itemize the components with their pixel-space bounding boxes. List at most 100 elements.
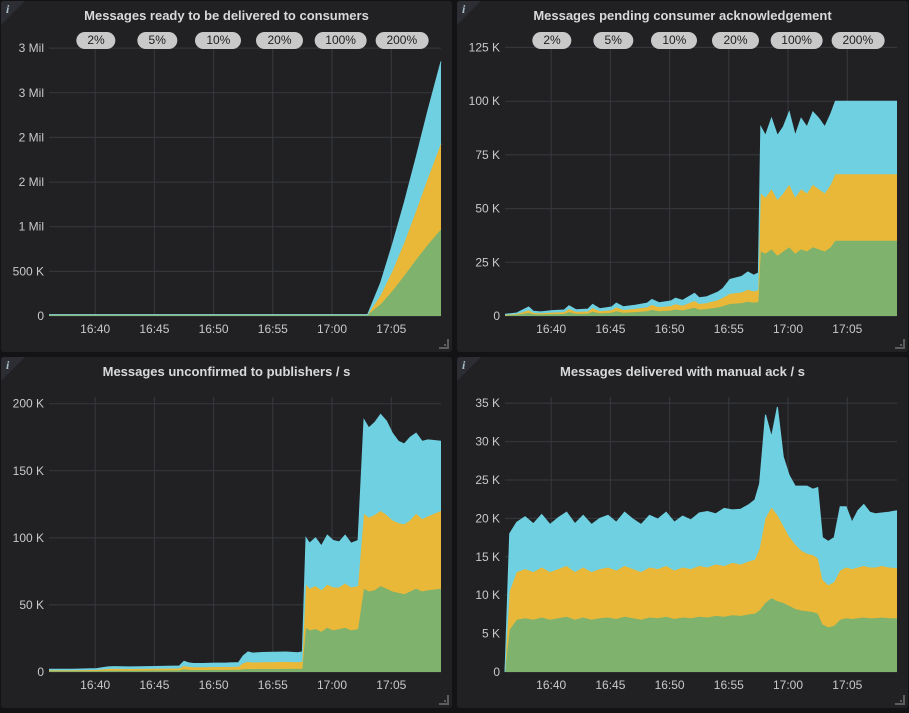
panel-messages-unconfirmed: 0 50 K 100 K 150 K 200 K 16:40 16:45 16:50 16:55… (1, 357, 452, 708)
area-series-blue (505, 407, 897, 672)
svg-text:75 K: 75 K (475, 148, 500, 162)
axis-labels: 0 25 K 50 K 75 K 100 K 125 K 16:40 16:45 16:50 16… (469, 40, 863, 336)
percent-badge[interactable]: 2% (532, 32, 572, 49)
chart-messages-pending-ack[interactable]: 0 25 K 50 K 75 K 100 K 125 K 16:40 16:45 16:50 16… (457, 1, 908, 352)
svg-text:16:50: 16:50 (655, 322, 685, 336)
svg-text:35 K: 35 K (475, 396, 500, 410)
svg-text:1 Mil: 1 Mil (19, 220, 44, 234)
svg-text:20 K: 20 K (475, 511, 500, 525)
percent-badge[interactable]: 100% (770, 32, 823, 49)
svg-text:30 K: 30 K (475, 435, 500, 449)
percent-badge[interactable]: 10% (195, 32, 242, 49)
svg-text:0: 0 (37, 309, 44, 323)
resize-handle-icon[interactable] (895, 695, 905, 705)
chart-messages-ready[interactable]: 0 500 K 1 Mil 2 Mil 2 Mil 3 Mil 3 Mil 16:40 16:4… (1, 1, 452, 352)
svg-text:16:55: 16:55 (714, 322, 744, 336)
stacked-areas (49, 61, 442, 316)
svg-text:10 K: 10 K (475, 588, 500, 602)
panel-messages-delivered: 0 5 K 10 K 15 K 20 K 25 K 30 K 35 K 16:40 16:45 16… (457, 357, 908, 708)
svg-text:125 K: 125 K (469, 40, 500, 54)
svg-text:16:50: 16:50 (199, 322, 229, 336)
panel-info-corner[interactable]: i (1, 357, 25, 381)
svg-text:50 K: 50 K (475, 202, 500, 216)
chart-messages-delivered[interactable]: 0 5 K 10 K 15 K 20 K 25 K 30 K 35 K 16:40 16:45 16… (457, 357, 908, 708)
svg-text:17:05: 17:05 (376, 322, 406, 336)
percent-badges: 2% 5% 10% 20% 100% 200% (49, 32, 441, 50)
resize-handle-icon[interactable] (895, 339, 905, 349)
area-series-green (49, 586, 441, 672)
panel-info-corner[interactable]: i (457, 357, 481, 381)
percent-badge[interactable]: 100% (314, 32, 367, 49)
gridlines (49, 41, 441, 317)
line-series-blue (49, 61, 442, 316)
svg-text:3 Mil: 3 Mil (19, 86, 44, 100)
percent-badge[interactable]: 2% (76, 32, 116, 49)
svg-text:17:05: 17:05 (832, 322, 862, 336)
svg-text:150 K: 150 K (13, 464, 44, 478)
svg-text:16:45: 16:45 (595, 678, 625, 692)
chart-messages-unconfirmed[interactable]: 0 50 K 100 K 150 K 200 K 16:40 16:45 16:50 16:55… (1, 357, 452, 708)
svg-text:16:40: 16:40 (536, 322, 566, 336)
area-series-green (49, 229, 441, 316)
percent-badges: 2% 5% 10% 20% 100% 200% (505, 32, 897, 50)
panel-messages-ready: 0 500 K 1 Mil 2 Mil 2 Mil 3 Mil 3 Mil 16:40 16:4… (1, 1, 452, 352)
percent-badge[interactable]: 20% (256, 32, 303, 49)
line-series-green (49, 585, 442, 672)
stacked-areas (504, 406, 898, 673)
svg-text:15 K: 15 K (475, 550, 500, 564)
svg-text:16:40: 16:40 (536, 678, 566, 692)
line-series-blue (504, 100, 897, 315)
axis-labels: 0 500 K 1 Mil 2 Mil 2 Mil 3 Mil 3 Mil 16:40 16:4… (13, 41, 407, 336)
area-series-blue (505, 101, 897, 315)
percent-badge[interactable]: 5% (593, 32, 633, 49)
svg-text:2 Mil: 2 Mil (19, 175, 44, 189)
svg-text:17:00: 17:00 (773, 322, 803, 336)
svg-text:16:50: 16:50 (199, 678, 229, 692)
svg-text:3 Mil: 3 Mil (19, 41, 44, 55)
info-icon: i (462, 2, 466, 16)
panel-info-corner[interactable]: i (457, 1, 481, 25)
svg-text:16:40: 16:40 (80, 322, 110, 336)
svg-text:100 K: 100 K (469, 94, 500, 108)
area-series-green (505, 598, 897, 672)
percent-badge[interactable]: 200% (375, 32, 429, 49)
axis-labels: 0 5 K 10 K 15 K 20 K 25 K 30 K 35 K 16:40 16:45 16… (475, 396, 862, 692)
resize-handle-icon[interactable] (439, 695, 449, 705)
line-series-blue (504, 406, 898, 673)
svg-text:0: 0 (37, 665, 44, 679)
panel-title[interactable]: Messages pending consumer acknowledgemen… (533, 8, 832, 23)
percent-badge[interactable]: 200% (831, 32, 885, 49)
svg-text:16:55: 16:55 (714, 678, 744, 692)
line-series-blue (49, 413, 442, 670)
svg-text:0: 0 (493, 665, 500, 679)
svg-text:0: 0 (493, 309, 500, 323)
info-icon: i (462, 358, 466, 372)
area-series-green (505, 240, 897, 316)
area-series-yellow (49, 511, 441, 672)
svg-text:100 K: 100 K (13, 531, 44, 545)
svg-text:17:00: 17:00 (317, 322, 347, 336)
svg-text:16:50: 16:50 (655, 678, 685, 692)
resize-handle-icon[interactable] (439, 339, 449, 349)
percent-badge[interactable]: 5% (137, 32, 177, 49)
svg-text:16:45: 16:45 (139, 678, 169, 692)
info-icon: i (6, 358, 10, 372)
panel-messages-pending-ack: 0 25 K 50 K 75 K 100 K 125 K 16:40 16:45 16:50 16… (457, 1, 908, 352)
panel-title[interactable]: Messages ready to be delivered to consum… (84, 8, 369, 23)
svg-text:25 K: 25 K (475, 255, 500, 269)
svg-text:16:40: 16:40 (80, 678, 110, 692)
svg-text:17:05: 17:05 (376, 678, 406, 692)
panel-title[interactable]: Messages delivered with manual ack / s (560, 364, 805, 379)
svg-text:200 K: 200 K (13, 397, 44, 411)
svg-text:500 K: 500 K (13, 264, 44, 278)
percent-badge[interactable]: 10% (651, 32, 698, 49)
panel-title[interactable]: Messages unconfirmed to publishers / s (102, 364, 351, 379)
svg-text:17:05: 17:05 (832, 678, 862, 692)
stacked-areas (49, 413, 442, 672)
percent-badge[interactable]: 20% (712, 32, 759, 49)
svg-text:16:55: 16:55 (258, 322, 288, 336)
panel-info-corner[interactable]: i (1, 1, 25, 25)
area-series-yellow (505, 174, 897, 316)
svg-text:17:00: 17:00 (317, 678, 347, 692)
svg-text:2 Mil: 2 Mil (19, 130, 44, 144)
